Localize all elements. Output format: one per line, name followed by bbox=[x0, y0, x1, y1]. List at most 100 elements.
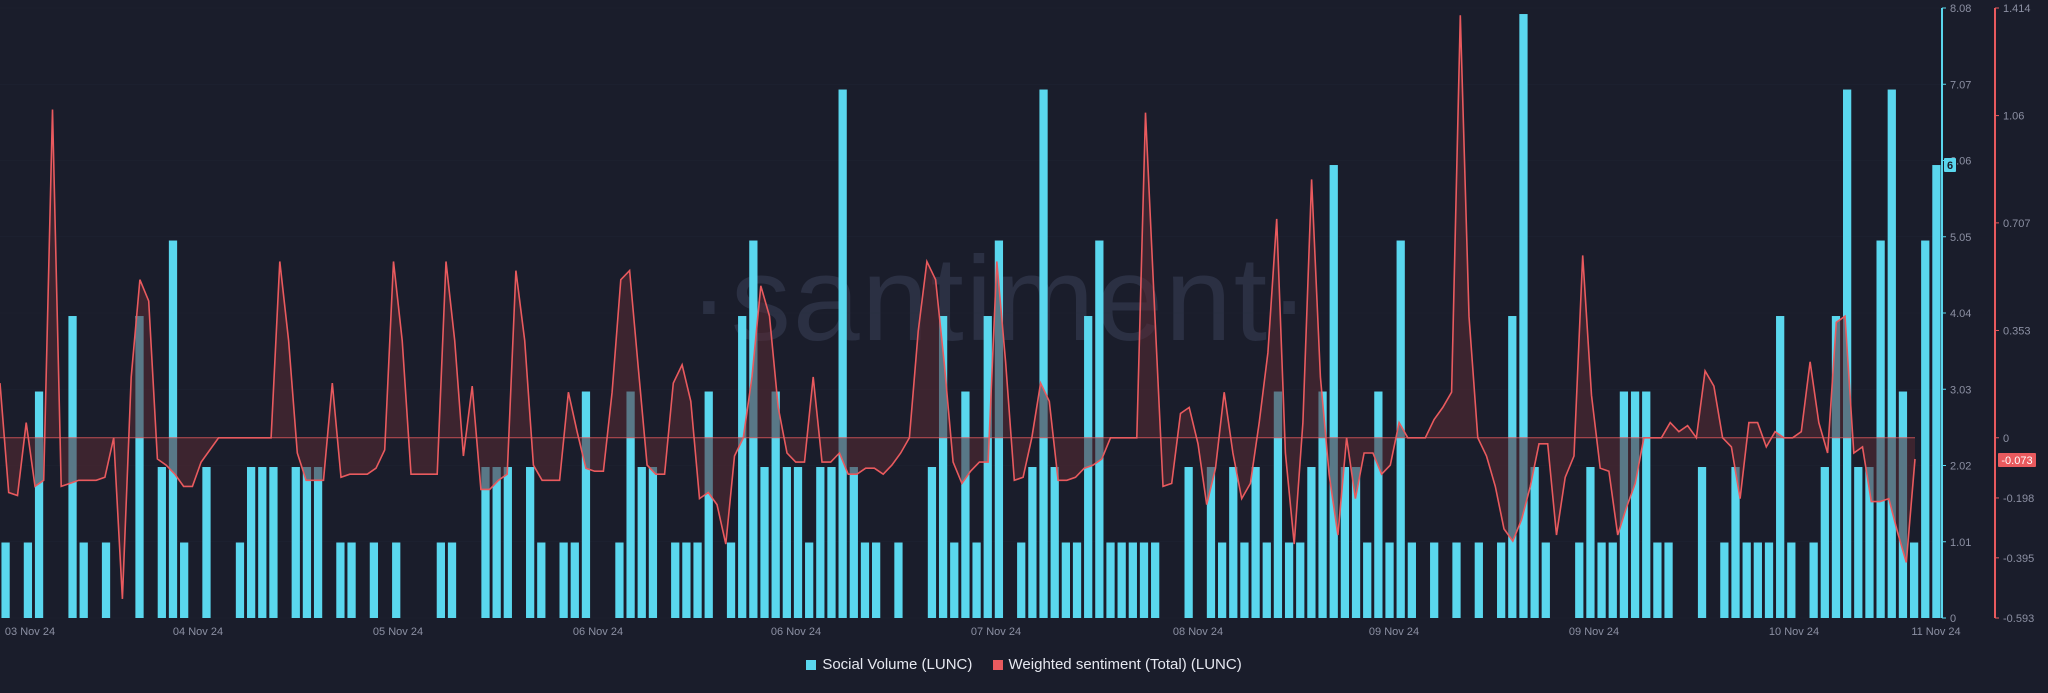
right-tick-label: 0 bbox=[2003, 433, 2009, 445]
bar bbox=[481, 467, 490, 618]
bar bbox=[1697, 467, 1707, 618]
bar bbox=[1151, 542, 1160, 618]
bar bbox=[671, 542, 680, 618]
bar bbox=[347, 542, 356, 618]
bar bbox=[1854, 467, 1863, 618]
bar bbox=[961, 391, 970, 618]
bar bbox=[291, 467, 300, 618]
left-tick-label: 1.01 bbox=[1950, 537, 1971, 549]
bar bbox=[101, 542, 111, 618]
bar bbox=[1028, 467, 1037, 618]
bar bbox=[872, 542, 881, 618]
right-tick-label: -0.395 bbox=[2003, 553, 2034, 565]
left-tick-label: 7.07 bbox=[1950, 79, 1971, 91]
left-tick-label: 5.05 bbox=[1950, 232, 1971, 244]
bar bbox=[235, 542, 245, 618]
bar bbox=[1374, 391, 1383, 618]
bar bbox=[1474, 542, 1483, 618]
bar bbox=[1909, 542, 1919, 618]
bar bbox=[79, 542, 88, 618]
bar bbox=[1452, 542, 1461, 618]
x-tick-label: 06 Nov 24 bbox=[573, 626, 623, 638]
bar bbox=[1351, 467, 1361, 618]
bar bbox=[1731, 467, 1740, 618]
bar bbox=[1497, 542, 1506, 618]
bar bbox=[1642, 391, 1651, 618]
bar bbox=[581, 391, 591, 618]
bar bbox=[1586, 467, 1595, 618]
legend-label-social-volume: Social Volume (LUNC) bbox=[822, 656, 973, 673]
x-tick-label: 11 Nov 24 bbox=[1911, 626, 1960, 638]
bar bbox=[1530, 467, 1539, 618]
x-tick-label: 10 Nov 24 bbox=[1769, 626, 1819, 638]
sentiment-last-badge: -0.073 bbox=[1998, 452, 2036, 467]
bar bbox=[1653, 542, 1662, 618]
legend-item-social-volume[interactable]: Social Volume (LUNC) bbox=[806, 656, 972, 673]
bar bbox=[648, 467, 658, 618]
bar bbox=[1329, 165, 1338, 618]
bar bbox=[1831, 316, 1841, 618]
bar bbox=[1318, 391, 1327, 618]
bar bbox=[637, 467, 646, 618]
bar bbox=[1340, 467, 1350, 618]
right-tick-label: 0.353 bbox=[2003, 325, 2031, 337]
legend-swatch-sentiment bbox=[992, 659, 1003, 670]
bar bbox=[1106, 542, 1115, 618]
bar bbox=[23, 542, 33, 618]
bar bbox=[1519, 14, 1528, 618]
bar bbox=[1184, 467, 1193, 618]
bar bbox=[816, 467, 825, 618]
bar bbox=[1217, 542, 1227, 618]
sentiment-area bbox=[0, 15, 1915, 599]
bar bbox=[1865, 467, 1874, 618]
bar bbox=[693, 542, 702, 618]
bar bbox=[1753, 542, 1762, 618]
bar bbox=[793, 467, 803, 618]
bar bbox=[782, 467, 791, 618]
bar bbox=[1430, 542, 1439, 618]
bar bbox=[1809, 542, 1818, 618]
right-tick-label: 1.06 bbox=[2003, 111, 2024, 123]
bar bbox=[838, 89, 847, 618]
bar bbox=[157, 467, 166, 618]
x-tick-label: 09 Nov 24 bbox=[1569, 626, 1619, 638]
bar bbox=[492, 467, 501, 618]
bar bbox=[1017, 542, 1026, 618]
bar bbox=[392, 542, 401, 618]
bar bbox=[726, 542, 736, 618]
bar bbox=[972, 542, 981, 618]
bar bbox=[1296, 542, 1305, 618]
bar bbox=[1776, 316, 1785, 618]
bar bbox=[1363, 542, 1372, 618]
left-tick-label: 4.04 bbox=[1950, 308, 1971, 320]
bar bbox=[805, 542, 814, 618]
bar bbox=[1932, 165, 1941, 618]
bar bbox=[1597, 542, 1606, 618]
left-axis-ticks: 8.087.076.065.054.043.032.021.010 bbox=[1942, 3, 1971, 625]
gridlines bbox=[0, 7, 1942, 619]
bar bbox=[436, 542, 445, 618]
legend-label-sentiment: Weighted sentiment (Total) (LUNC) bbox=[1008, 656, 1242, 673]
bar bbox=[1061, 542, 1070, 618]
bar bbox=[1876, 240, 1885, 618]
bar bbox=[938, 316, 948, 618]
bar bbox=[526, 467, 535, 618]
bar bbox=[1720, 542, 1729, 618]
bar bbox=[1229, 467, 1238, 618]
bar bbox=[503, 467, 512, 618]
left-tick-label: 0 bbox=[1950, 613, 1956, 625]
legend-item-sentiment[interactable]: Weighted sentiment (Total) (LUNC) bbox=[992, 656, 1242, 673]
bar bbox=[1128, 542, 1137, 618]
bar bbox=[849, 467, 858, 618]
bar bbox=[180, 542, 189, 618]
left-tick-label: 3.03 bbox=[1950, 384, 1971, 396]
bar bbox=[1117, 542, 1126, 618]
bar bbox=[827, 467, 836, 618]
x-tick-label: 04 Nov 24 bbox=[173, 626, 223, 638]
bar bbox=[1820, 467, 1829, 618]
bar bbox=[168, 240, 178, 618]
bar bbox=[894, 542, 903, 618]
bar bbox=[704, 391, 713, 618]
x-axis-ticks: 03 Nov 24 04 Nov 24 05 Nov 24 06 Nov 24 06 N… bbox=[5, 626, 1961, 638]
legend-swatch-social-volume bbox=[806, 659, 817, 670]
